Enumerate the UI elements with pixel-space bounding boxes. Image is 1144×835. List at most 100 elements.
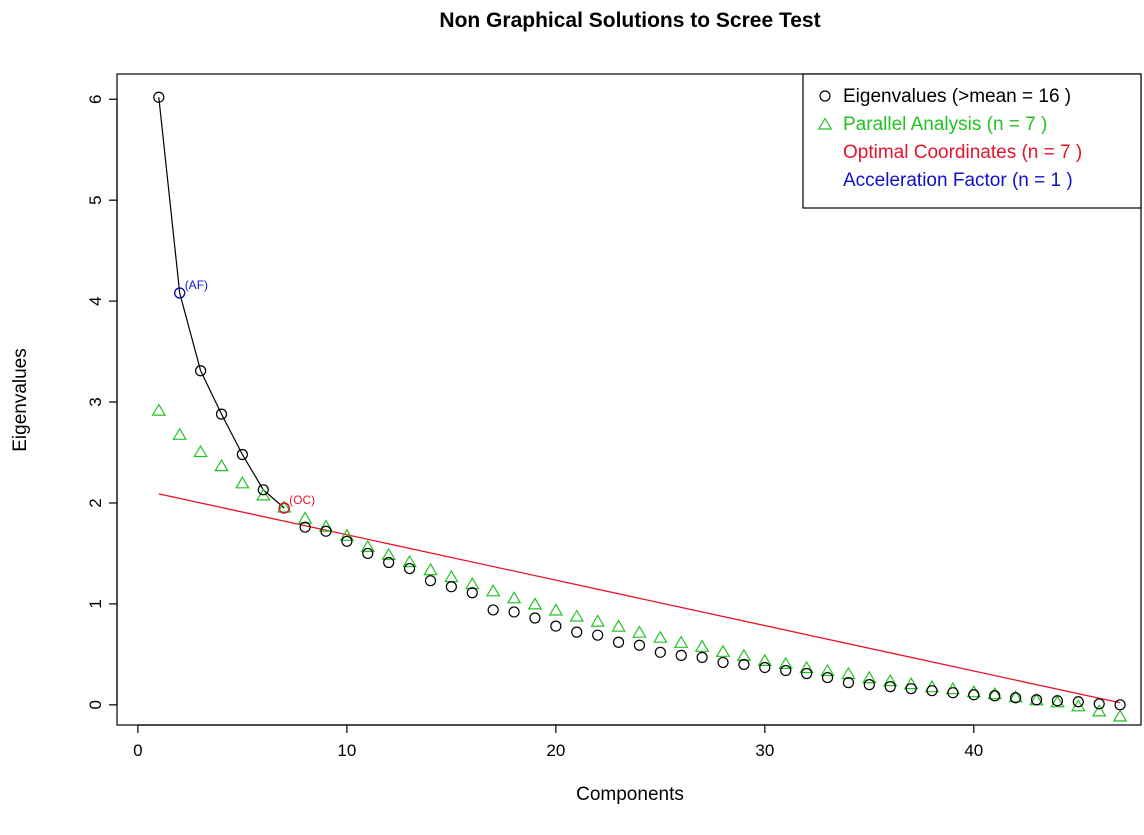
legend-label: Parallel Analysis (n = 7 )	[843, 114, 1047, 135]
parallel-analysis-point	[465, 577, 480, 590]
parallel-analysis-point	[1071, 699, 1086, 712]
eigenvalue-point	[466, 587, 478, 599]
eigenvalue-point	[654, 646, 666, 658]
parallel-analysis-point	[757, 653, 773, 667]
eigenvalue-point	[194, 365, 207, 377]
eigenvalue-point	[989, 690, 1001, 702]
eigenvalue-point	[215, 408, 228, 420]
parallel-analysis-point	[381, 547, 396, 561]
eigenvalue-point	[257, 484, 269, 496]
parallel-analysis-point	[339, 528, 355, 541]
y-tick-label: 2	[86, 498, 105, 507]
y-tick-label: 5	[86, 195, 105, 204]
y-tick-label: 3	[86, 397, 105, 406]
x-axis-label: Components	[576, 784, 684, 805]
eigenvalue-point	[1010, 692, 1022, 704]
y-tick-label: 1	[86, 599, 105, 608]
eigenvalue-point	[299, 521, 311, 533]
parallel-analysis-point	[611, 619, 626, 632]
parallel-analysis-point	[862, 670, 877, 684]
eigenvalue-point	[1051, 695, 1064, 707]
parallel-analysis-point	[193, 444, 208, 458]
parallel-analysis-point	[882, 673, 898, 687]
parallel-analysis-point	[715, 644, 731, 657]
parallel-analysis-point	[945, 681, 961, 695]
eigenvalue-point	[1114, 699, 1126, 711]
eigenvalue-point	[153, 91, 165, 103]
parallel-analysis-point	[632, 625, 647, 638]
eigenvalue-point	[362, 547, 374, 560]
eigenvalue-point	[863, 679, 875, 691]
eigenvalue-point	[675, 649, 687, 661]
parallel-analysis-point	[172, 427, 187, 440]
parallel-analysis-point	[151, 403, 167, 416]
eigenvalue-point	[236, 448, 248, 461]
annotation-label: (OC)	[289, 493, 315, 507]
legend: Eigenvalues (>mean = 16 ) Parallel Analys…	[802, 73, 1142, 209]
parallel-analysis-point	[778, 656, 793, 670]
eigenvalue-point	[738, 658, 750, 671]
eigenvalue-point	[633, 639, 646, 651]
eigenvalue-point	[717, 656, 729, 669]
legend-label: Acceleration Factor (n = 1 )	[843, 170, 1073, 191]
eigenvalue-point	[801, 667, 813, 680]
legend-label: Eigenvalues (>mean = 16 )	[843, 86, 1071, 107]
x-tick-label: 40	[964, 741, 983, 760]
parallel-analysis-point	[673, 635, 689, 648]
parallel-analysis-point	[548, 603, 564, 616]
parallel-analysis-point	[1008, 690, 1023, 703]
y-tick-label: 0	[86, 700, 105, 709]
parallel-analysis-point	[841, 666, 856, 680]
parallel-analysis-point	[214, 458, 229, 472]
x-tick-label: 0	[133, 741, 142, 760]
eigenvalue-point	[320, 525, 332, 537]
parallel-analysis-point	[1050, 695, 1065, 708]
eigenvalue-point	[1072, 696, 1084, 708]
eigenvalue-point	[341, 535, 353, 547]
parallel-analysis-point	[402, 554, 417, 568]
eigenvalue-point	[508, 606, 520, 618]
parallel-analysis-point	[569, 609, 585, 622]
x-tick-label: 20	[546, 741, 565, 760]
eigenvalue-point	[842, 677, 855, 689]
eigenvalue-point	[383, 556, 395, 569]
parallel-analysis-point	[235, 476, 250, 489]
parallel-analysis-point	[799, 660, 814, 674]
y-tick-label: 4	[86, 296, 105, 305]
parallel-analysis-point	[318, 519, 334, 532]
axes: 0 10 20 30 40 0 1 2 3 4 5 6	[86, 94, 983, 760]
legend-marker-circle	[819, 90, 831, 102]
plot-area: (AF) (OC)	[151, 91, 1128, 722]
annotation-marker	[174, 287, 186, 299]
eigenvalue-point	[884, 681, 896, 693]
y-axis-label: Eigenvalues	[10, 348, 31, 452]
eigenvalue-point	[1030, 694, 1043, 706]
eigenvalue-point	[905, 683, 917, 695]
y-tick-label: 6	[86, 94, 105, 103]
parallel-analysis-point	[276, 500, 292, 513]
parallel-analysis-point	[485, 584, 501, 597]
parallel-analysis-point	[736, 648, 752, 662]
parallel-analysis-point	[360, 539, 376, 553]
eigenvalue-point	[947, 687, 959, 699]
optimal-coordinates-line	[158, 493, 1121, 704]
legend-box	[802, 73, 1142, 209]
parallel-analysis-point	[903, 676, 919, 690]
eigenvalues-scree-line	[158, 97, 285, 509]
legend-marker-triangle	[817, 117, 833, 130]
parallel-analysis-point	[987, 687, 1002, 700]
eigenvalue-point	[550, 620, 562, 632]
parallel-analysis-point	[297, 511, 313, 524]
parallel-analysis-point	[694, 639, 710, 652]
parallel-analysis-point	[653, 630, 668, 643]
eigenvalue-point	[592, 629, 604, 641]
parallel-analysis-point	[506, 591, 522, 604]
eigenvalue-point	[529, 612, 541, 624]
eigenvalue-point	[424, 575, 437, 587]
legend-label: Optimal Coordinates (n = 7 )	[843, 142, 1082, 163]
chart-title: Non Graphical Solutions to Scree Test	[439, 9, 820, 32]
parallel-analysis-point	[423, 562, 438, 576]
eigenvalue-point	[968, 689, 980, 701]
eigenvalue-point	[571, 626, 583, 638]
